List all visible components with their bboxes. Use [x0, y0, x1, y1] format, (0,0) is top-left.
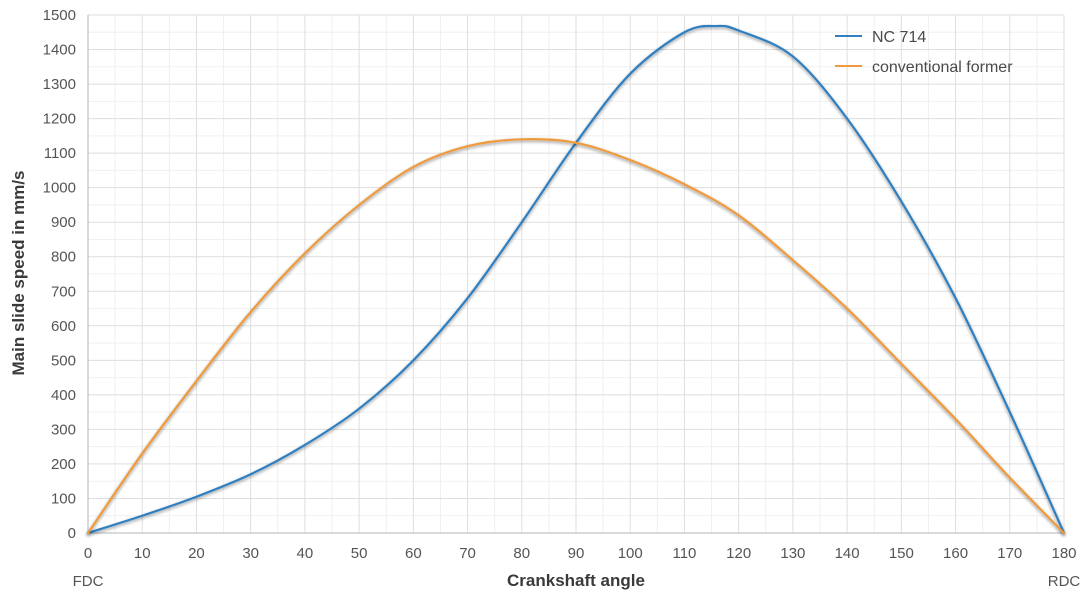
- y-tick-label: 1200: [43, 111, 76, 128]
- legend-label-conventional-former: conventional former: [872, 59, 1013, 76]
- x-tick-label: 160: [943, 545, 968, 562]
- y-tick-label: 1400: [43, 42, 76, 59]
- legend-label-nc714: NC 714: [872, 29, 926, 46]
- x-tick-label: 120: [726, 545, 751, 562]
- x-tick-label: 10: [134, 545, 151, 562]
- y-tick-label: 800: [51, 249, 76, 266]
- x-axis-tick-labels: 0 10 20 30 40 50 60 70 80 90 100 110 120 130 140 150 160…: [84, 545, 1077, 562]
- x-tick-label: 80: [513, 545, 530, 562]
- y-tick-label: 100: [51, 490, 76, 507]
- x-tick-label: 170: [997, 545, 1022, 562]
- x-tick-label: 110: [672, 545, 696, 562]
- y-tick-label: 1300: [43, 76, 76, 93]
- x-tick-label: 100: [618, 545, 643, 562]
- x-edge-label-left: FDC: [73, 573, 104, 590]
- y-tick-label: 1000: [43, 180, 76, 197]
- y-tick-label: 700: [51, 283, 76, 300]
- x-tick-label: 90: [568, 545, 585, 562]
- x-tick-label: 180: [1051, 545, 1076, 562]
- y-tick-label: 1100: [44, 145, 76, 162]
- y-tick-label: 200: [51, 456, 76, 473]
- series-line-nc714: [86, 24, 1066, 535]
- y-axis-title: Main slide speed in mm/s: [9, 170, 28, 375]
- x-tick-label: 50: [351, 545, 368, 562]
- series-lines: [86, 24, 1066, 535]
- major-gridlines: [87, 14, 1065, 534]
- x-tick-label: 30: [242, 545, 259, 562]
- y-axis-tick-labels: 0 100 200 300 400 500 600 700 800 900 1000 1100 1200…: [43, 7, 76, 542]
- legend: NC 714 conventional former: [835, 29, 1013, 76]
- y-tick-label: 300: [51, 421, 76, 438]
- x-tick-label: 150: [889, 545, 914, 562]
- x-tick-label: 40: [297, 545, 314, 562]
- x-tick-label: 130: [780, 545, 805, 562]
- x-tick-label: 140: [835, 545, 860, 562]
- series-line-conventional-former: [86, 138, 1066, 535]
- axes: [87, 15, 1064, 534]
- x-axis-title: Crankshaft angle: [507, 571, 645, 590]
- y-tick-label: 1500: [43, 7, 76, 24]
- x-tick-label: 70: [459, 545, 476, 562]
- y-tick-label: 0: [68, 525, 76, 542]
- x-tick-label: 0: [84, 545, 92, 562]
- y-tick-label: 600: [51, 318, 76, 335]
- y-tick-label: 500: [51, 352, 76, 369]
- x-tick-label: 60: [405, 545, 422, 562]
- y-tick-label: 900: [51, 214, 76, 231]
- x-tick-label: 20: [188, 545, 205, 562]
- x-edge-label-right: RDC: [1048, 573, 1081, 590]
- y-tick-label: 400: [51, 387, 76, 404]
